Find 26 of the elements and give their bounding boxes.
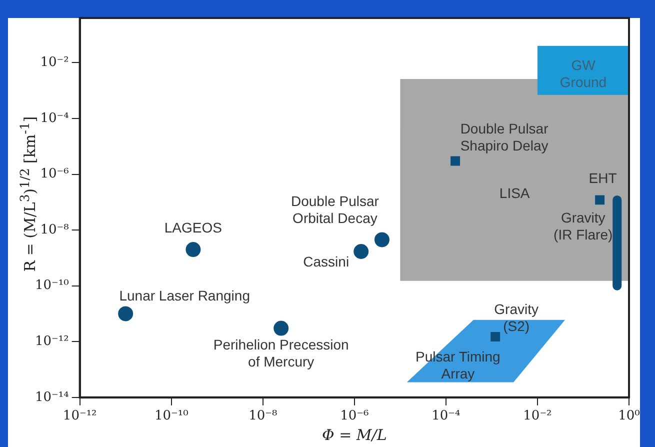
- y-tick-label: 10⁻²: [40, 55, 69, 70]
- series-label: Double Pulsar Shapiro Delay: [460, 120, 549, 154]
- x-tick-label: 10⁰: [618, 408, 640, 424]
- x-tick-label: 10⁻²: [523, 408, 552, 424]
- series-label: Lunar Laser Ranging: [119, 288, 250, 304]
- series-label: GW Ground: [560, 56, 607, 90]
- y-tick-label: 10⁻⁸: [40, 222, 69, 238]
- x-tick-label: 10⁻⁶: [340, 408, 369, 424]
- series-label: LISA: [499, 184, 530, 201]
- series-label: Cassini: [303, 253, 350, 270]
- x-tick-label: 10⁻¹⁰: [154, 408, 188, 424]
- series-label: EHT: [588, 170, 618, 186]
- y-tick-label: 10⁻¹²: [35, 334, 69, 349]
- series-label: LAGEOS: [164, 219, 222, 236]
- y-tick-label: 10⁻¹⁰: [35, 278, 69, 294]
- x-tick-label: 10⁻⁸: [248, 408, 278, 424]
- series-label: Gravity (S2): [494, 301, 538, 334]
- series-label: Gravity (IR Flare): [554, 209, 613, 242]
- x-tick-label: 10⁻¹²: [62, 408, 97, 424]
- x-axis-title: Φ = M/L: [322, 426, 387, 444]
- y-tick-label: 10⁻¹⁴: [35, 390, 69, 405]
- y-tick-label: 10⁻⁶: [40, 166, 69, 182]
- x-tick-label: 10⁻⁴: [432, 408, 460, 424]
- y-tick-label: 10⁻⁴: [40, 110, 69, 126]
- series-label: Double Pulsar Orbital Decay: [291, 193, 380, 226]
- series-label: Perihelion Precession of Mercury: [213, 336, 349, 370]
